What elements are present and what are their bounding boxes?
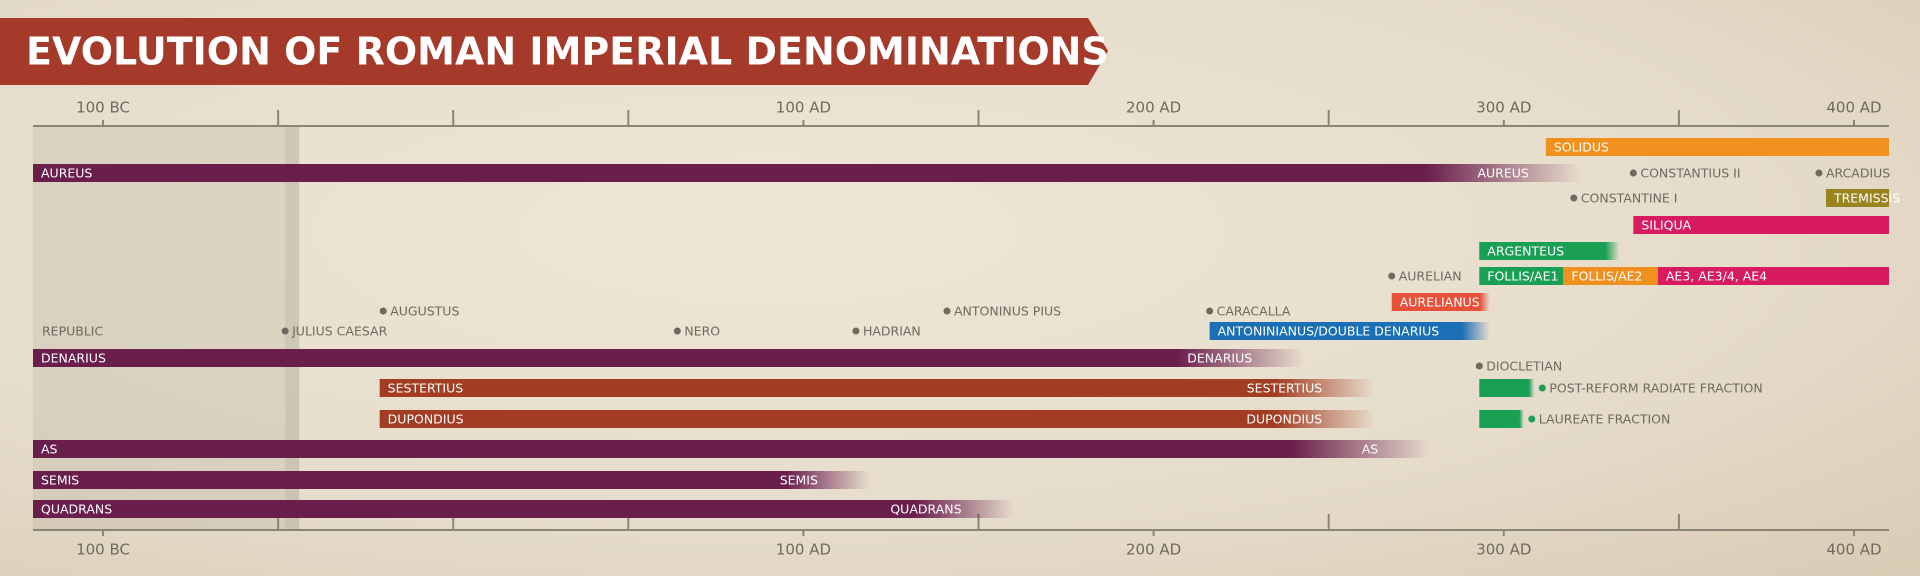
- marker-label: POST-REFORM RADIATE FRACTION: [1549, 381, 1762, 396]
- denomination-bar: [33, 471, 870, 489]
- denomination-bar: [1209, 322, 1490, 340]
- period-shade: [33, 126, 300, 530]
- denomination-bar: [33, 500, 1014, 518]
- bar-label: DUPONDIUS: [388, 412, 464, 427]
- marker-dot: [1528, 415, 1536, 423]
- marker-dot: [673, 327, 681, 335]
- bar-label: SEMIS: [41, 473, 79, 488]
- x-tick-label: 200 AD: [1126, 99, 1181, 117]
- marker-dot: [1475, 362, 1483, 370]
- marker-dot: [943, 307, 951, 315]
- bar-end-label: SEMIS: [780, 473, 818, 488]
- marker-label: ANTONINUS PIUS: [954, 304, 1061, 319]
- x-tick-label: 300 AD: [1476, 99, 1531, 117]
- marker-label: AURELIAN: [1399, 269, 1462, 284]
- chart-title: EVOLUTION OF ROMAN IMPERIAL DENOMINATION…: [26, 30, 1109, 74]
- denomination-bar: [1825, 189, 1889, 207]
- marker-label: CARACALLA: [1217, 304, 1291, 319]
- marker-label: CONSTANTIUS II: [1640, 166, 1740, 181]
- x-tick-label: 400 AD: [1826, 541, 1881, 559]
- denomination-bar: [33, 349, 1305, 367]
- bar-end-label: AS: [1362, 442, 1379, 457]
- x-tick-label: 100 BC: [76, 99, 130, 117]
- bar-label: SESTERTIUS: [388, 381, 464, 396]
- marker-label: DIOCLETIAN: [1486, 359, 1562, 374]
- marker-dot: [281, 327, 289, 335]
- denomination-bar: [33, 440, 1431, 458]
- fraction-bar: [1479, 410, 1524, 428]
- bar-label: FOLLIS/AE2: [1571, 269, 1642, 284]
- bar-label: ANTONINIANUS/DOUBLE DENARIUS: [1218, 324, 1440, 339]
- bar-label: TREMISSIS: [1833, 191, 1900, 206]
- denomination-bar: [1479, 242, 1620, 260]
- bar-label: SILIQUA: [1641, 218, 1691, 233]
- bar-label: SOLIDUS: [1554, 140, 1609, 155]
- denomination-bar: [1479, 267, 1564, 285]
- marker-label: HADRIAN: [863, 324, 921, 339]
- marker-dot: [852, 327, 860, 335]
- x-tick-label: 300 AD: [1476, 541, 1531, 559]
- marker-label: CONSTANTINE I: [1581, 191, 1678, 206]
- x-tick-label: 400 AD: [1826, 99, 1881, 117]
- marker-dot: [1206, 307, 1214, 315]
- marker-dot: [1629, 169, 1637, 177]
- bar-end-label: QUADRANS: [890, 502, 961, 517]
- bar-label: FOLLIS/AE1: [1487, 269, 1558, 284]
- marker-dot: [1815, 169, 1823, 177]
- marker-label: JULIUS CAESAR: [291, 324, 387, 339]
- bar-label: DENARIUS: [41, 351, 106, 366]
- bar-label: AS: [41, 442, 58, 457]
- bar-label: AURELIANUS: [1400, 295, 1480, 310]
- bar-end-label: AUREUS: [1477, 166, 1528, 181]
- x-tick-label: 100 AD: [776, 99, 831, 117]
- period-label: REPUBLIC: [42, 324, 103, 339]
- x-tick-label: 200 AD: [1126, 541, 1181, 559]
- marker-label: ARCADIUS: [1826, 166, 1890, 181]
- denomination-bar: [1545, 138, 1889, 156]
- bar-end-label: DENARIUS: [1187, 351, 1252, 366]
- denomination-bar: [379, 379, 1375, 397]
- denomination-bar: [1633, 216, 1889, 234]
- marker-dot: [1538, 384, 1546, 392]
- bar-label: AE3, AE3/4, AE4: [1666, 269, 1767, 284]
- x-tick-label: 100 AD: [776, 541, 831, 559]
- x-tick-label: 100 BC: [76, 541, 130, 559]
- marker-label: AUGUSTUS: [390, 304, 459, 319]
- marker-dot: [1388, 272, 1396, 280]
- denomination-bar: [1563, 267, 1658, 285]
- marker-label: LAUREATE FRACTION: [1539, 412, 1671, 427]
- bar-end-label: SESTERTIUS: [1247, 381, 1323, 396]
- title-banner: [0, 18, 1108, 85]
- fraction-bar: [1479, 379, 1535, 397]
- bar-end-label: DUPONDIUS: [1246, 412, 1322, 427]
- bar-label: AUREUS: [41, 166, 92, 181]
- denomination-bar: [1391, 293, 1490, 311]
- period-edge: [285, 126, 300, 530]
- marker-dot: [379, 307, 387, 315]
- bar-label: ARGENTEUS: [1487, 244, 1564, 259]
- bar-label: QUADRANS: [41, 502, 112, 517]
- marker-label: NERO: [684, 324, 720, 339]
- denomination-bar: [379, 410, 1375, 428]
- denomination-bar: [33, 164, 1581, 182]
- marker-dot: [1570, 194, 1578, 202]
- denomination-bar: [1657, 267, 1889, 285]
